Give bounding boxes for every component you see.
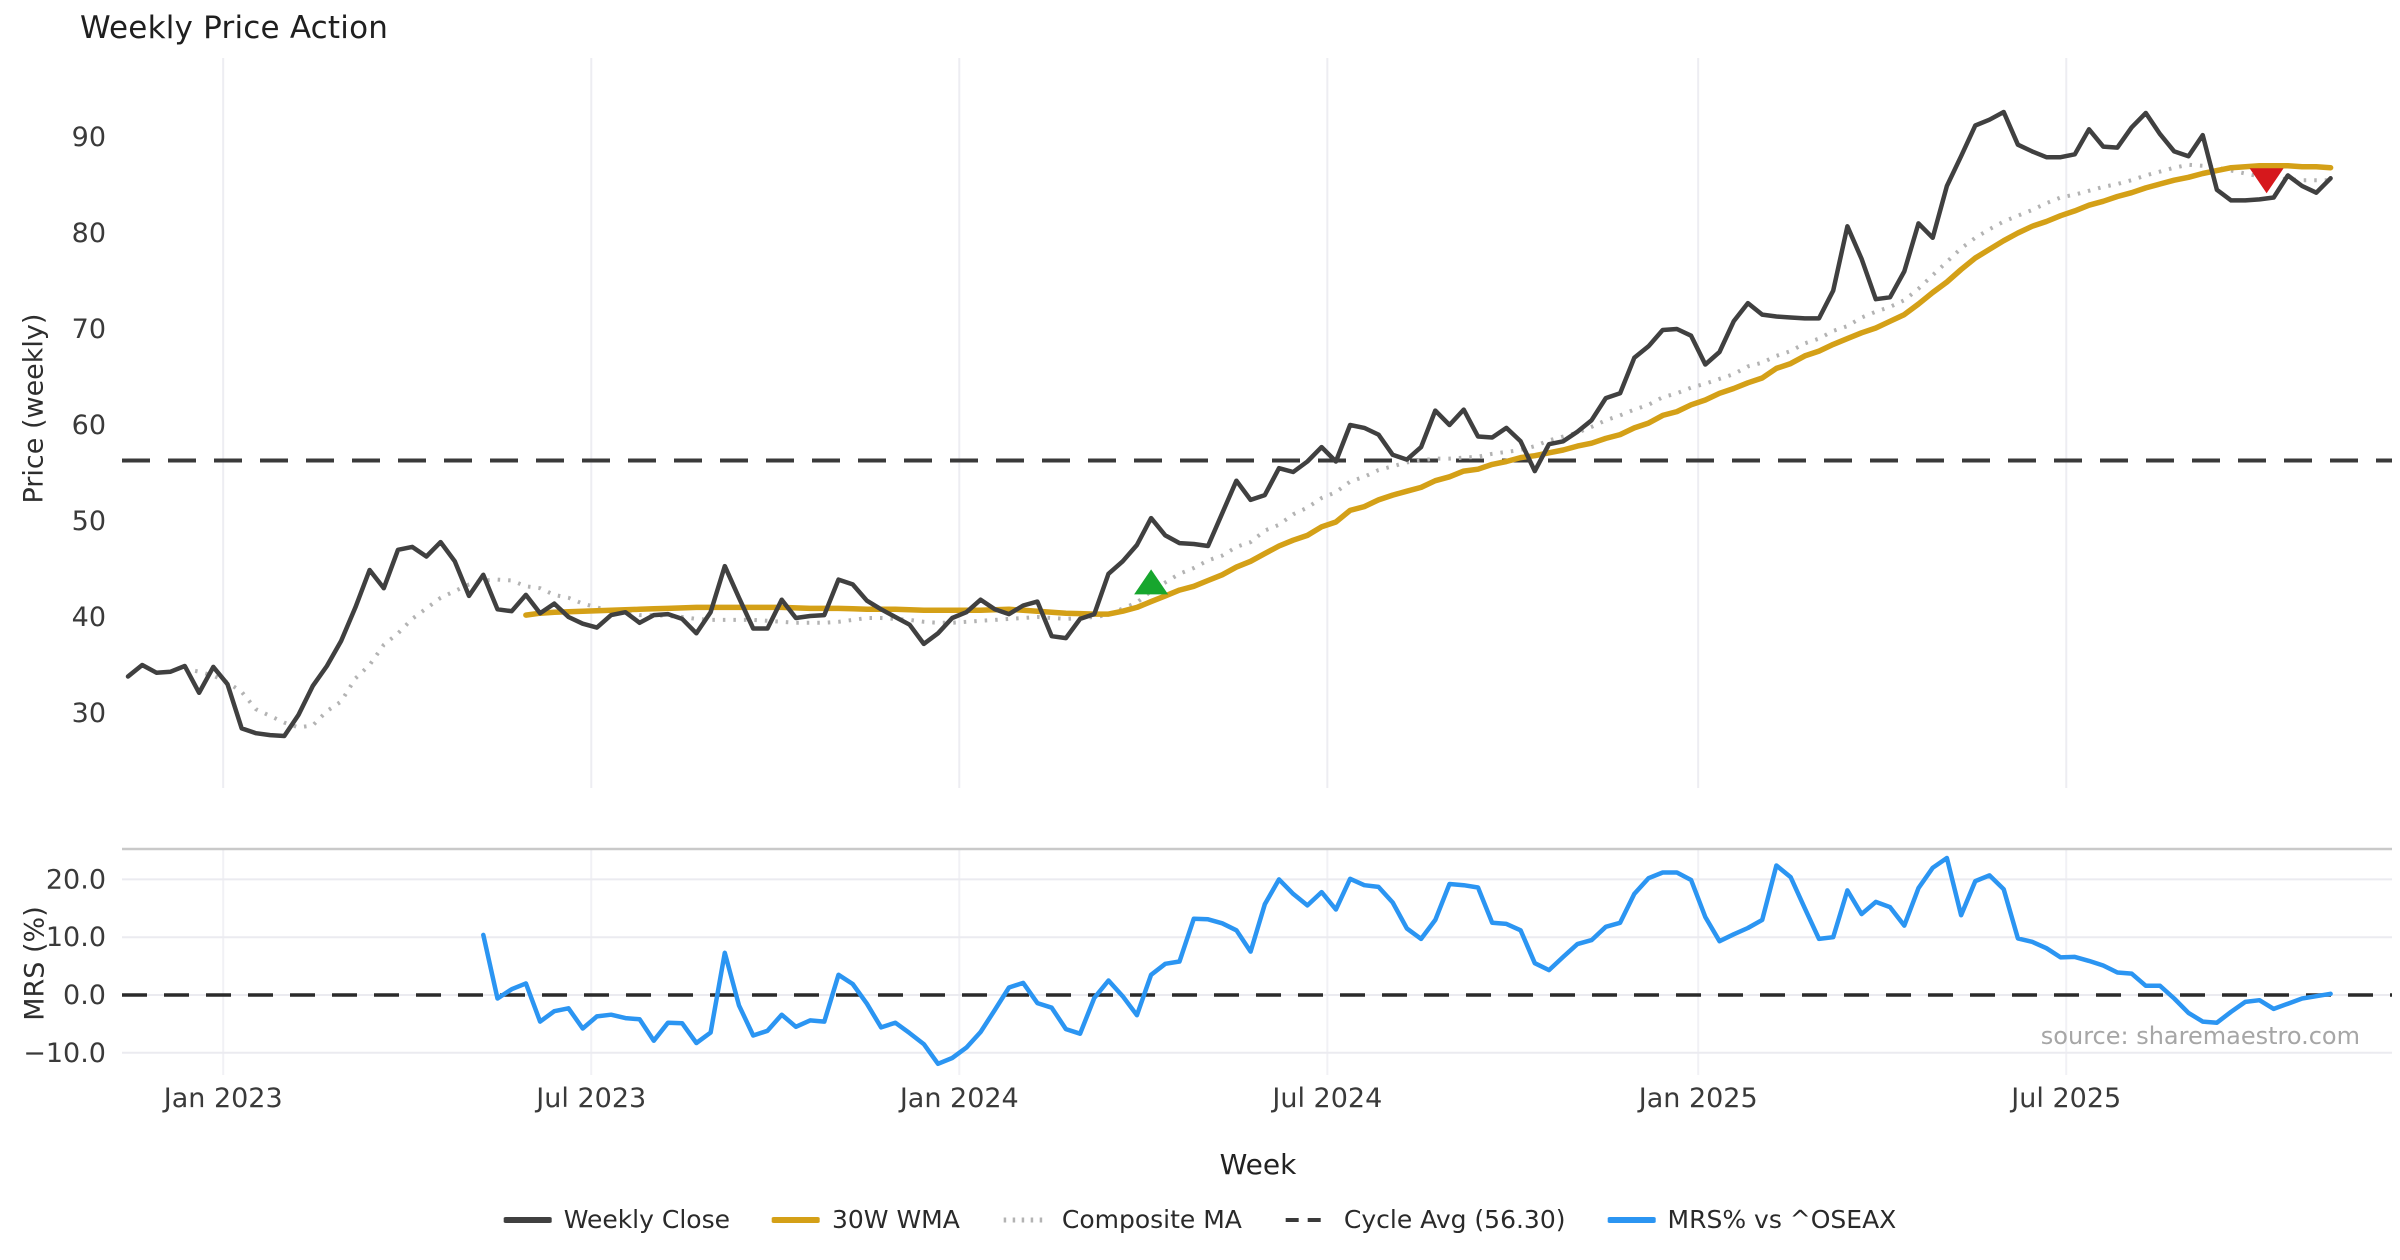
legend-item-cycle-avg: Cycle Avg (56.30): [1284, 1205, 1566, 1234]
cycle-avg-line-icon: [1285, 1217, 1330, 1222]
x-tick-label: Jan 2024: [898, 1083, 1019, 1114]
composite-ma-line-icon: [1003, 1217, 1048, 1222]
price-axis-label: Price (weekly): [18, 313, 50, 504]
legend-label: MRS% vs ^OSEAX: [1667, 1205, 1897, 1234]
legend-label: Composite MA: [1061, 1205, 1242, 1234]
page-title: Weekly Price Action: [80, 10, 389, 46]
price-y-tick-label: 50: [72, 506, 106, 537]
x-tick-label: Jul 2024: [1270, 1083, 1382, 1114]
weekly-close-line-icon: [503, 1216, 552, 1223]
legend-label: Weekly Close: [563, 1205, 730, 1234]
x-tick-label: Jul 2025: [2009, 1083, 2121, 1114]
buy-signal-icon: [1134, 569, 1169, 595]
price-y-tick-label: 90: [72, 122, 106, 153]
sell-signal-icon: [2249, 168, 2284, 194]
legend-item-weekly-close: Weekly Close: [503, 1205, 730, 1234]
price-y-tick-label: 40: [72, 602, 106, 633]
x-tick-label: Jan 2025: [1637, 1083, 1758, 1114]
mrs-line-icon: [1607, 1216, 1656, 1223]
price-y-tick-label: 30: [72, 698, 106, 729]
week-axis-label: Week: [1219, 1148, 1297, 1181]
legend-item-mrs: MRS% vs ^OSEAX: [1607, 1205, 1897, 1234]
legend-label: 30W WMA: [831, 1205, 960, 1234]
composite-ma-line: [184, 162, 2331, 730]
mrs-line: [481, 855, 2333, 1067]
legend-label: Cycle Avg (56.30): [1343, 1205, 1566, 1234]
mrs-axis-label: MRS (%): [19, 906, 51, 1021]
mrs-y-tick-label: −10.0: [23, 1038, 106, 1069]
mrs-y-tick-label: 20.0: [46, 864, 106, 895]
mrs-y-tick-label: 10.0: [46, 922, 106, 953]
price-y-tick-label: 70: [72, 314, 106, 345]
source-attribution: source: sharemaestro.com: [2040, 1022, 2360, 1050]
legend-item-composite-ma: Composite MA: [1002, 1205, 1242, 1234]
weekly-close-line: [125, 109, 2333, 739]
x-tick-label: Jul 2023: [534, 1083, 646, 1114]
price-y-tick-label: 60: [72, 410, 106, 441]
mrs-y-tick-label: 0.0: [63, 980, 106, 1011]
price-y-tick-label: 80: [72, 218, 106, 249]
wma-line-icon: [771, 1216, 820, 1223]
legend-item-30w-wma: 30W WMA: [771, 1205, 960, 1234]
x-tick-label: Jan 2023: [162, 1083, 283, 1114]
wma-30w-line: [523, 163, 2334, 618]
legend: Weekly Close 30W WMA Composite MA Cycle …: [503, 1205, 1897, 1234]
